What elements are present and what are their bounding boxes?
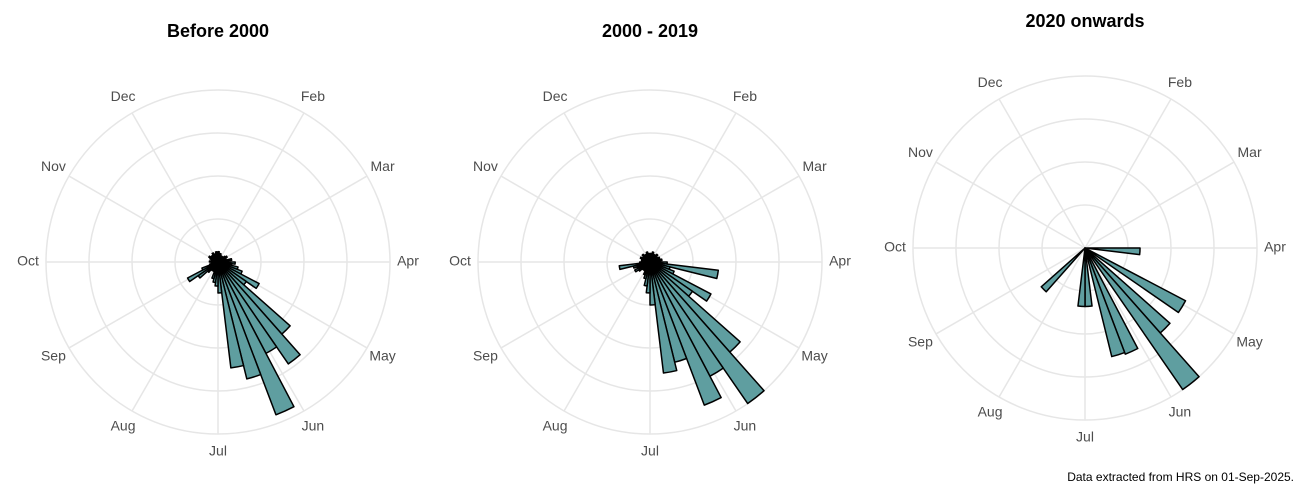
chart-title: 2000 - 2019 bbox=[602, 21, 698, 41]
grid-spoke bbox=[563, 261, 651, 412]
x-tick-label: Nov bbox=[473, 158, 498, 174]
x-tick-label: Dec bbox=[543, 88, 568, 104]
x-tick-label: Feb bbox=[301, 88, 325, 104]
x-tick-label: Apr bbox=[397, 253, 419, 269]
x-tick-label: Apr bbox=[1264, 239, 1286, 255]
grid-spoke bbox=[1084, 247, 1172, 398]
x-tick-label: Nov bbox=[41, 158, 66, 174]
x-tick-label: May bbox=[801, 348, 827, 364]
grid-spoke bbox=[500, 261, 651, 349]
bar bbox=[216, 252, 219, 263]
x-tick-label: May bbox=[1236, 334, 1262, 350]
x-tick-label: May bbox=[369, 348, 395, 364]
bar bbox=[217, 261, 301, 365]
x-tick-label: Dec bbox=[978, 74, 1003, 90]
x-tick-label: Sep bbox=[473, 348, 498, 364]
bar bbox=[649, 261, 656, 306]
x-tick-label: Jun bbox=[734, 417, 757, 433]
bar bbox=[1084, 247, 1126, 358]
x-tick-label: Oct bbox=[884, 239, 906, 255]
bar bbox=[1084, 247, 1139, 355]
bar bbox=[217, 261, 245, 369]
x-tick-label: Jun bbox=[302, 417, 325, 433]
x-tick-label: Dec bbox=[111, 88, 136, 104]
x-tick-label: Jul bbox=[1076, 429, 1094, 445]
bar bbox=[618, 261, 651, 271]
bar bbox=[217, 261, 223, 294]
x-tick-label: Apr bbox=[829, 253, 851, 269]
grid-spoke bbox=[1084, 98, 1172, 249]
grid-spoke bbox=[1084, 161, 1235, 249]
x-tick-label: Aug bbox=[111, 417, 136, 433]
bar bbox=[1040, 247, 1086, 293]
x-tick-label: Aug bbox=[978, 403, 1003, 419]
bar bbox=[1084, 247, 1187, 314]
bar bbox=[217, 261, 262, 380]
grid-spoke bbox=[217, 112, 305, 263]
x-tick-label: Jul bbox=[209, 443, 227, 459]
x-tick-label: Aug bbox=[543, 417, 568, 433]
x-tick-label: Jun bbox=[1169, 403, 1192, 419]
bar bbox=[1077, 247, 1086, 308]
grid-spoke bbox=[500, 175, 651, 263]
x-tick-label: Nov bbox=[908, 144, 933, 160]
grid-spoke bbox=[998, 98, 1086, 249]
grid-spoke bbox=[131, 112, 219, 263]
chart-title: Before 2000 bbox=[167, 21, 269, 41]
bar bbox=[649, 261, 722, 406]
bar bbox=[649, 261, 678, 374]
grid-spoke bbox=[649, 175, 800, 263]
bar bbox=[649, 261, 765, 405]
grid-spoke bbox=[935, 161, 1086, 249]
bar bbox=[1084, 247, 1200, 391]
x-tick-label: Oct bbox=[17, 253, 39, 269]
bar bbox=[648, 254, 651, 263]
x-tick-label: Feb bbox=[1168, 74, 1192, 90]
grid-spoke bbox=[563, 112, 651, 263]
grid-spoke bbox=[649, 112, 737, 263]
x-tick-label: Mar bbox=[803, 158, 827, 174]
bar bbox=[217, 261, 295, 416]
x-tick-label: Sep bbox=[41, 348, 66, 364]
x-tick-label: Mar bbox=[371, 158, 395, 174]
bar bbox=[186, 261, 219, 283]
x-tick-label: Sep bbox=[908, 334, 933, 350]
x-tick-label: Oct bbox=[449, 253, 471, 269]
caption: Data extracted from HRS on 01-Sep-2025. bbox=[1067, 470, 1294, 484]
chart-title: 2020 onwards bbox=[1025, 11, 1144, 31]
grid-spoke bbox=[131, 261, 219, 412]
x-tick-label: Jul bbox=[641, 443, 659, 459]
bar bbox=[1084, 247, 1141, 256]
grid-spoke bbox=[998, 247, 1086, 398]
grid-spoke bbox=[217, 175, 368, 263]
x-tick-label: Mar bbox=[1238, 144, 1262, 160]
x-tick-label: Feb bbox=[733, 88, 757, 104]
grid-spoke bbox=[935, 247, 1086, 335]
grid-spoke bbox=[68, 175, 219, 263]
